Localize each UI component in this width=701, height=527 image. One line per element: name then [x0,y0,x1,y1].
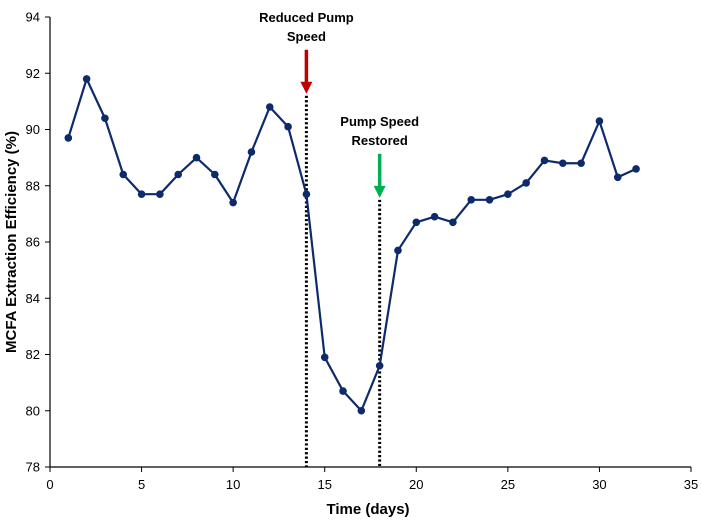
y-tick-label: 82 [26,347,40,362]
y-tick-label: 86 [26,235,40,250]
annotation-layer: Reduced Pump Speed Pump Speed Restored [259,10,419,467]
data-point [577,159,585,168]
data-point [467,196,476,204]
data-point [632,165,640,173]
data-point [595,117,604,125]
pump-speed-restored-arrow-head [373,185,386,198]
y-tick-label: 78 [26,460,40,475]
x-tick-label: 5 [138,477,145,492]
data-point [357,406,366,415]
pump-speed-restored-label: Restored [351,133,407,148]
data-point [174,170,182,179]
data-point [540,156,549,165]
x-tick-label: 20 [409,477,423,492]
axes: 78 80 82 84 86 88 90 92 94 0 5 10 15 20 25 30 35 [26,10,699,493]
y-tick-label: 92 [26,66,40,81]
data-point [211,170,219,179]
reduced-pump-speed-label: Speed [287,29,326,44]
data-point [156,190,164,198]
series-line [67,77,637,412]
y-tick-label: 84 [26,291,40,306]
y-tick-label: 88 [26,178,40,193]
data-point [485,196,494,204]
data-point [522,179,530,187]
data-point [320,353,329,362]
x-tick-label: 15 [317,477,331,492]
y-tick-label: 90 [26,122,40,137]
data-point [430,212,439,221]
data-point [119,170,128,179]
x-tick-label: 0 [46,477,53,492]
data-point [137,190,146,198]
data-point [192,153,201,162]
series-layer [64,75,640,415]
x-tick-label: 25 [501,477,515,492]
data-point [375,361,384,370]
data-point [613,173,622,182]
y-axis-title: MCFA Extraction Efficiency (%) [3,131,20,353]
x-tick-label: 35 [684,477,698,492]
data-point [247,148,256,156]
y-tick-label: 94 [26,10,40,25]
x-tick-label: 30 [592,477,606,492]
data-point [412,218,421,227]
data-point [82,75,91,83]
data-point [265,103,274,111]
data-point [284,122,292,131]
data-point [394,246,402,255]
x-axis-title: Time (days) [326,501,409,518]
data-point [559,159,567,168]
reduced-pump-speed-arrow-head [300,81,313,94]
data-point [101,114,109,123]
y-tick-label: 80 [26,403,40,418]
reduced-pump-speed-label: Reduced Pump [259,10,354,25]
data-point [229,198,237,207]
x-tick-label: 10 [226,477,240,492]
data-point [504,190,512,198]
data-point [64,134,73,142]
data-point [302,190,311,198]
pump-speed-restored-label: Pump Speed [340,114,419,129]
data-point [339,387,347,395]
data-point [449,218,457,227]
